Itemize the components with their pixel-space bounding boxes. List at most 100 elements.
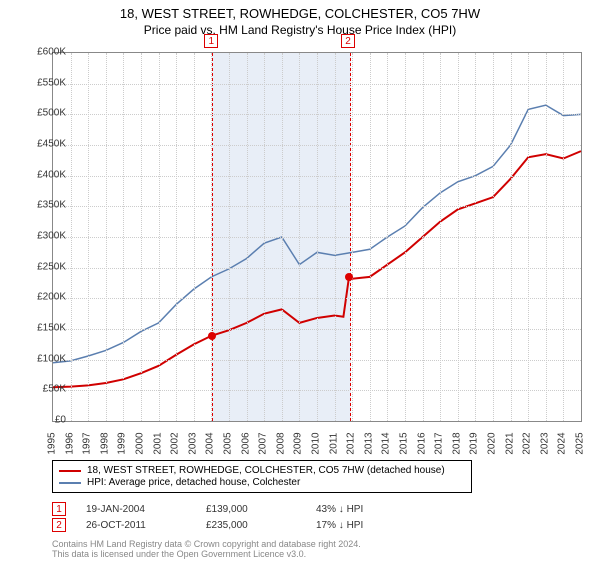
- x-axis-label: 1996: [64, 432, 75, 454]
- legend-label: HPI: Average price, detached house, Colc…: [87, 477, 300, 488]
- x-axis-label: 2021: [504, 432, 515, 454]
- gridline-v: [423, 53, 424, 421]
- x-axis-label: 2019: [469, 432, 480, 454]
- y-axis-label: £50K: [43, 384, 66, 395]
- sale-date: 26-OCT-2011: [86, 520, 206, 531]
- x-axis-label: 2018: [451, 432, 462, 454]
- sale-diff: 43% ↓ HPI: [316, 504, 363, 515]
- x-axis-label: 2007: [258, 432, 269, 454]
- sale-row: 1 19-JAN-2004£139,00043% ↓ HPI: [52, 502, 363, 516]
- sale-marker-1: 1: [204, 34, 218, 48]
- y-axis-label: £450K: [37, 139, 66, 150]
- gridline-v: [335, 53, 336, 421]
- legend-row: HPI: Average price, detached house, Colc…: [59, 477, 465, 488]
- gridline-v: [387, 53, 388, 421]
- footnote: Contains HM Land Registry data © Crown c…: [52, 540, 361, 560]
- gridline-v: [211, 53, 212, 421]
- gridline-v: [475, 53, 476, 421]
- sale-dot: [208, 332, 216, 340]
- x-axis-label: 2010: [311, 432, 322, 454]
- sale-row-marker: 1: [52, 502, 66, 516]
- x-axis-label: 2024: [557, 432, 568, 454]
- legend-swatch: [59, 482, 81, 484]
- x-axis-label: 2023: [539, 432, 550, 454]
- gridline-v: [71, 53, 72, 421]
- x-axis-label: 2015: [399, 432, 410, 454]
- x-axis-label: 2014: [381, 432, 392, 454]
- x-axis-label: 2008: [275, 432, 286, 454]
- x-axis-label: 2000: [135, 432, 146, 454]
- y-axis-label: £600K: [37, 47, 66, 58]
- gridline-v: [88, 53, 89, 421]
- gridline-v: [546, 53, 547, 421]
- sales-table: 1 19-JAN-2004£139,00043% ↓ HPI 2 26-OCT-201…: [52, 500, 363, 534]
- gridline-v: [123, 53, 124, 421]
- x-axis-label: 2013: [363, 432, 374, 454]
- plot-area: [52, 52, 582, 422]
- sale-price: £235,000: [206, 520, 316, 531]
- gridline-v: [370, 53, 371, 421]
- gridline-v: [405, 53, 406, 421]
- gridline-v: [352, 53, 353, 421]
- x-axis-label: 2025: [575, 432, 586, 454]
- x-axis-label: 2001: [152, 432, 163, 454]
- gridline-v: [493, 53, 494, 421]
- gridline-v: [264, 53, 265, 421]
- sale-price: £139,000: [206, 504, 316, 515]
- gridline-v: [299, 53, 300, 421]
- legend-box: 18, WEST STREET, ROWHEDGE, COLCHESTER, C…: [52, 460, 472, 493]
- y-axis-label: £200K: [37, 292, 66, 303]
- x-axis-label: 2017: [434, 432, 445, 454]
- footnote-line1: Contains HM Land Registry data © Crown c…: [52, 539, 361, 549]
- x-axis-label: 2009: [293, 432, 304, 454]
- y-axis-label: £500K: [37, 108, 66, 119]
- y-axis-label: £100K: [37, 353, 66, 364]
- gridline-v: [458, 53, 459, 421]
- x-axis-label: 2016: [416, 432, 427, 454]
- gridline-v: [528, 53, 529, 421]
- gridline-v: [229, 53, 230, 421]
- x-axis-label: 2006: [240, 432, 251, 454]
- footnote-line2: This data is licensed under the Open Gov…: [52, 549, 306, 559]
- x-axis-label: 2012: [346, 432, 357, 454]
- x-axis-label: 1995: [47, 432, 58, 454]
- x-axis-label: 2003: [187, 432, 198, 454]
- sale-marker-2: 2: [341, 34, 355, 48]
- x-axis-label: 2011: [328, 433, 339, 455]
- y-axis-label: £550K: [37, 77, 66, 88]
- y-axis-label: £300K: [37, 231, 66, 242]
- x-axis-label: 1997: [82, 432, 93, 454]
- gridline-v: [247, 53, 248, 421]
- sale-row: 2 26-OCT-2011£235,00017% ↓ HPI: [52, 518, 363, 532]
- y-axis-label: £400K: [37, 169, 66, 180]
- sale-diff: 17% ↓ HPI: [316, 520, 363, 531]
- gridline-v: [282, 53, 283, 421]
- gridline-v: [317, 53, 318, 421]
- x-axis-label: 2005: [223, 432, 234, 454]
- sale-date: 19-JAN-2004: [86, 504, 206, 515]
- gridline-v: [159, 53, 160, 421]
- y-axis-label: £350K: [37, 200, 66, 211]
- x-axis-label: 2022: [522, 432, 533, 454]
- x-axis-label: 2002: [170, 432, 181, 454]
- y-axis-label: £250K: [37, 261, 66, 272]
- y-axis-label: £0: [55, 415, 66, 426]
- gridline-v: [141, 53, 142, 421]
- gridline-v: [194, 53, 195, 421]
- chart-container: 18, WEST STREET, ROWHEDGE, COLCHESTER, C…: [0, 6, 600, 566]
- x-axis-label: 1999: [117, 432, 128, 454]
- gridline-v: [563, 53, 564, 421]
- x-axis-label: 2004: [205, 432, 216, 454]
- sale-dot: [345, 273, 353, 281]
- x-axis-label: 1998: [99, 432, 110, 454]
- chart-subtitle: Price paid vs. HM Land Registry's House …: [0, 23, 600, 37]
- gridline-v: [176, 53, 177, 421]
- gridline-v: [106, 53, 107, 421]
- legend-label: 18, WEST STREET, ROWHEDGE, COLCHESTER, C…: [87, 465, 445, 476]
- legend-row: 18, WEST STREET, ROWHEDGE, COLCHESTER, C…: [59, 465, 465, 476]
- gridline-v: [511, 53, 512, 421]
- gridline-v: [440, 53, 441, 421]
- legend-swatch: [59, 470, 81, 472]
- sale-row-marker: 2: [52, 518, 66, 532]
- chart-title: 18, WEST STREET, ROWHEDGE, COLCHESTER, C…: [0, 6, 600, 21]
